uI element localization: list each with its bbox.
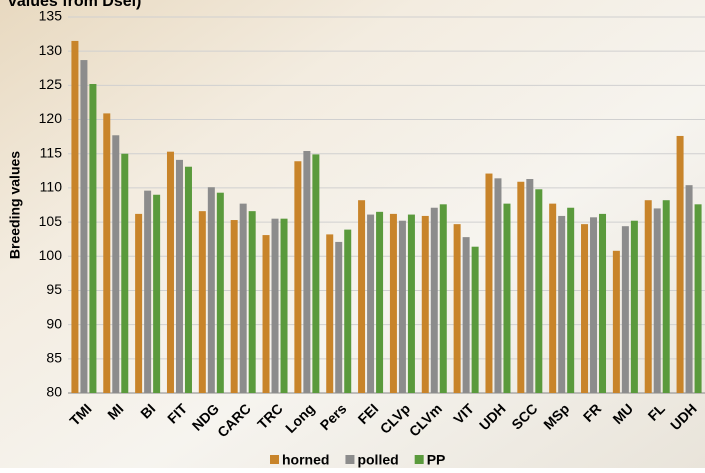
bar — [80, 60, 88, 393]
bar — [567, 207, 575, 393]
bar — [398, 220, 406, 393]
y-tick-label: 105 — [39, 213, 63, 229]
bar — [335, 241, 343, 393]
y-tick-label: 80 — [46, 384, 62, 400]
bar — [103, 113, 111, 393]
bar — [694, 204, 702, 393]
bar — [262, 235, 270, 393]
bar — [612, 250, 620, 393]
bar — [312, 154, 320, 393]
bar — [471, 246, 479, 393]
bar — [358, 200, 366, 393]
bar — [303, 150, 311, 393]
bar — [517, 181, 525, 393]
bar — [485, 173, 493, 393]
bar — [407, 214, 415, 393]
bar — [535, 189, 543, 393]
bar — [503, 203, 511, 393]
bar — [367, 214, 375, 393]
bar — [198, 211, 206, 393]
legend-swatch — [345, 455, 355, 464]
bar — [326, 234, 334, 393]
y-tick-label: 130 — [39, 42, 63, 58]
bar — [166, 151, 174, 393]
bar — [280, 218, 288, 393]
bar — [89, 83, 97, 393]
y-tick-label: 135 — [39, 8, 63, 24]
bar — [630, 220, 638, 393]
legend-label: PP — [427, 452, 446, 468]
y-tick-label: 85 — [46, 350, 62, 366]
y-tick-label: 120 — [39, 110, 63, 126]
y-tick-label: 110 — [40, 179, 63, 195]
bar — [439, 204, 447, 393]
y-tick-label: 100 — [39, 247, 63, 263]
legend-label: polled — [357, 452, 398, 468]
bar — [184, 166, 192, 393]
bar — [526, 179, 534, 393]
bar — [621, 226, 629, 393]
bar — [453, 224, 461, 393]
legend-label: horned — [282, 452, 329, 468]
chart-title: values from Dsel) — [8, 0, 141, 10]
y-tick-label: 95 — [46, 281, 62, 297]
bar — [676, 135, 684, 393]
y-axis-title: Breeding values — [7, 151, 23, 259]
bar — [590, 217, 598, 393]
y-tick-label: 90 — [46, 315, 62, 331]
bar — [494, 178, 502, 393]
bar — [558, 215, 566, 393]
bar — [581, 224, 589, 393]
bar — [135, 213, 143, 393]
bar — [662, 200, 670, 393]
bar — [230, 220, 238, 393]
bar — [344, 229, 352, 393]
bar — [144, 190, 152, 393]
bar — [430, 207, 438, 393]
bar — [175, 159, 183, 393]
bar — [271, 218, 279, 393]
bar — [294, 161, 302, 393]
y-tick-label: 125 — [39, 76, 63, 92]
bar — [653, 208, 661, 393]
bar — [599, 213, 607, 393]
bar — [462, 237, 470, 393]
bar — [121, 153, 129, 393]
bar — [71, 40, 79, 393]
bar — [153, 194, 161, 393]
legend-swatch — [270, 455, 279, 464]
bar — [112, 135, 120, 393]
bar — [644, 200, 652, 393]
bar — [389, 213, 397, 393]
bar — [421, 215, 429, 393]
y-tick-label: 115 — [40, 144, 63, 160]
bar — [216, 192, 224, 393]
bar — [248, 211, 256, 393]
bar — [207, 187, 215, 393]
bar — [685, 185, 693, 393]
bar — [549, 203, 557, 393]
bar — [376, 211, 384, 393]
legend-swatch — [414, 455, 424, 464]
bar — [239, 203, 247, 393]
